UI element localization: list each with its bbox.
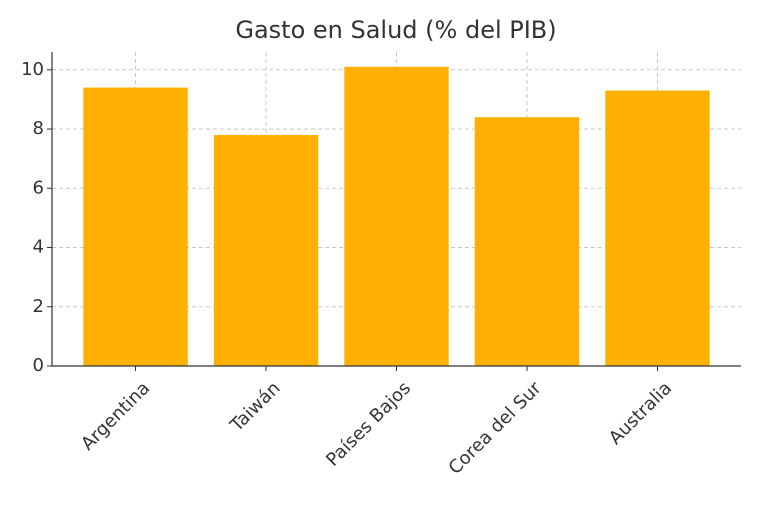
- y-tick-label: 10: [21, 59, 44, 80]
- y-tick-label: 4: [33, 237, 44, 258]
- y-tick-label: 8: [33, 118, 44, 139]
- y-tick-label: 0: [33, 355, 44, 376]
- bar: [344, 66, 449, 367]
- x-tick-label: Taiwán: [226, 378, 285, 437]
- bar: [213, 134, 319, 366]
- y-tick-label: 6: [33, 177, 44, 198]
- x-tick-label: Corea del Sur: [445, 377, 546, 478]
- x-tick-label: Argentina: [77, 378, 154, 455]
- bar: [605, 90, 710, 367]
- x-tick-label: Australia: [605, 378, 676, 449]
- bar: [474, 117, 580, 366]
- x-tick-label: Países Bajos: [322, 378, 415, 471]
- bar: [83, 87, 188, 366]
- chart-title: Gasto en Salud (% del PIB): [235, 16, 556, 44]
- y-tick-label: 2: [33, 296, 44, 317]
